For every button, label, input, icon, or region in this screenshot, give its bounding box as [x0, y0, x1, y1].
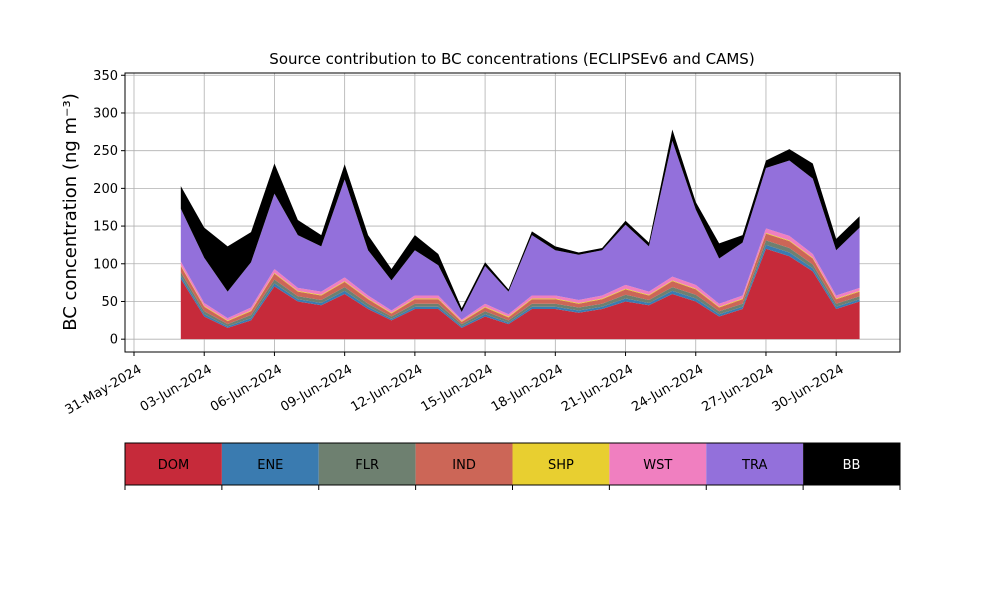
legend-label: WST	[643, 458, 672, 473]
legend-label: BB	[843, 458, 861, 473]
x-tick-label: 31-May-2024	[63, 362, 145, 418]
y-tick-label: 50	[101, 295, 118, 310]
legend-label: ENE	[257, 458, 283, 473]
x-tick-label: 27-Jun-2024	[700, 362, 777, 415]
x-tick-label: 24-Jun-2024	[629, 362, 706, 415]
x-tick-label: 21-Jun-2024	[559, 362, 636, 415]
axes-frame	[124, 72, 901, 353]
x-tick-label: 12-Jun-2024	[348, 362, 425, 415]
legend-swatch	[318, 443, 416, 485]
area	[180, 233, 860, 325]
area	[180, 244, 860, 328]
legend-label: SHP	[548, 458, 574, 473]
legend-swatch	[803, 443, 900, 485]
legend-swatch	[706, 443, 804, 485]
legend-label: DOM	[158, 458, 189, 473]
x-tick-label: 30-Jun-2024	[770, 362, 847, 415]
legend-label: FLR	[355, 458, 379, 473]
legend-label: TRA	[741, 458, 767, 473]
y-axis-label: BC concentration (ng m⁻³)	[60, 93, 81, 331]
legend-swatch	[221, 443, 319, 485]
x-tick-label: 06-Jun-2024	[208, 362, 285, 415]
x-tick-label: 18-Jun-2024	[489, 362, 566, 415]
legend-swatch	[125, 443, 222, 485]
x-tick-label: 03-Jun-2024	[138, 362, 215, 415]
y-tick-label: 350	[93, 69, 118, 84]
area	[180, 140, 860, 320]
legend-swatch	[415, 443, 513, 485]
x-tick-label: 15-Jun-2024	[419, 362, 496, 415]
y-tick-label: 300	[93, 106, 118, 121]
legend-swatch	[609, 443, 707, 485]
area	[180, 248, 860, 340]
y-tick-label: 250	[93, 144, 118, 159]
y-tick-label: 150	[93, 220, 118, 235]
area	[180, 240, 860, 327]
y-tick-label: 200	[93, 182, 118, 197]
x-tick-label: 09-Jun-2024	[278, 362, 355, 415]
legend-frame	[124, 442, 901, 486]
y-tick-label: 0	[110, 333, 118, 348]
legend-label: IND	[452, 458, 476, 473]
areas	[180, 129, 860, 340]
y-tick-label: 100	[93, 257, 118, 272]
legend-swatch	[512, 443, 610, 485]
chart-title: Source contribution to BC concentrations…	[269, 50, 754, 68]
